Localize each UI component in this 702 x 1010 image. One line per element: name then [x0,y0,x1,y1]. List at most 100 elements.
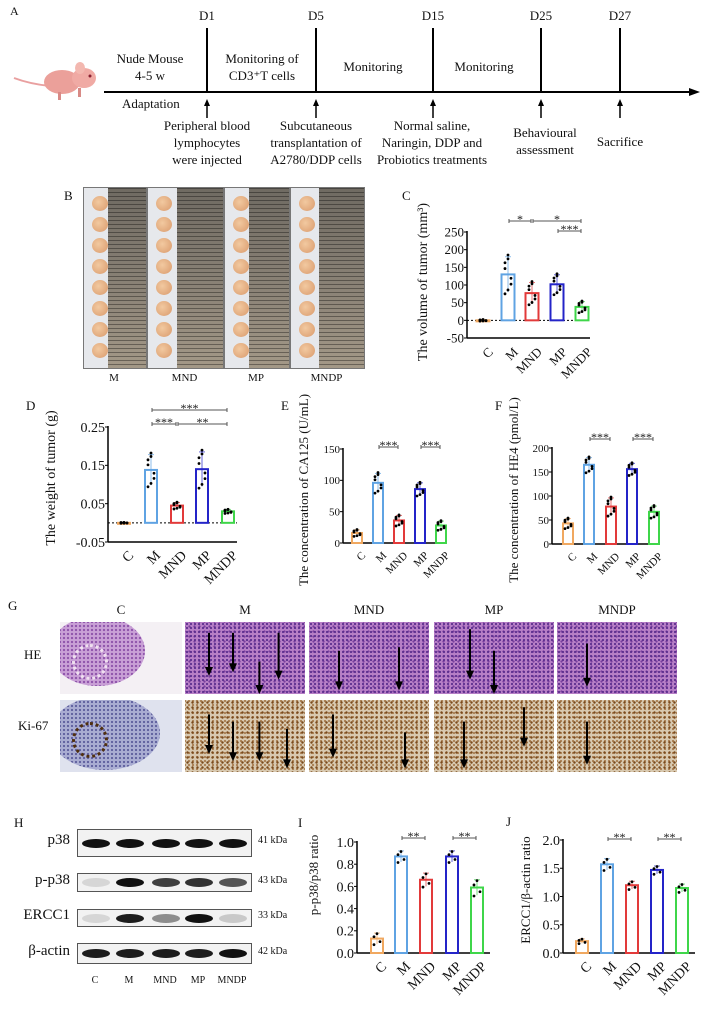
lane-label: MND [153,975,177,986]
data-point [630,461,634,465]
tumor-specimen [233,259,249,274]
protein-band [219,878,247,887]
tumor-specimen [299,322,315,337]
arrowhead-icon [490,685,498,694]
molecular-weight-label: 33 kDa [258,910,288,921]
data-point [373,478,377,482]
protein-band [185,838,213,848]
ki67-stain-image [309,700,429,772]
timeline-diagram: D1 Peripheral blood lymphocytes were inject… [13,8,700,167]
y-tick-label: 100 [324,475,341,487]
ki67-stain-image [557,700,677,772]
data-point [652,872,656,876]
histology-column-label: MNDP [598,602,636,617]
cd3-line-2: CD3⁺T cells [228,68,296,83]
significance-label: *** [634,430,652,444]
y-tick-label: 200 [445,242,465,257]
y-tick-label: 200 [533,443,550,455]
data-point [605,857,609,861]
protein-band [219,949,247,958]
data-point [402,858,406,861]
event-text: Peripheral blood [164,118,251,133]
x-tick-label: MND [156,548,190,582]
data-point [472,894,476,898]
event-text: lymphocytes [174,135,240,150]
data-point [608,866,612,869]
data-point [229,510,233,514]
y-tick-label: -50 [447,331,464,346]
ruler-image [249,188,289,368]
data-point [584,461,588,464]
monitoring-text-1: Monitoring [343,59,403,74]
x-tick-label: M [374,550,390,566]
timeline-arrowhead-icon [689,88,700,96]
arrowhead-icon [255,685,264,694]
bar-mp [650,868,664,955]
data-point [200,452,204,456]
data-point [119,521,123,524]
protein-band [116,838,144,848]
arrowhead-icon [335,681,343,691]
significance-label: *** [155,415,173,429]
significance-label: ** [459,829,471,843]
data-point [569,523,573,526]
arrowhead-icon [466,670,474,680]
x-tick-label: MND [513,344,545,376]
data-point [172,502,176,505]
data-point [590,464,594,468]
arrowhead-icon [205,667,213,676]
tumor-specimen [233,322,249,337]
data-point [652,867,656,871]
data-point [606,499,610,503]
chart-d: -0.05 0.05 0.15 0.25 The weight of tumor (g)… [44,401,241,588]
event-text: Probiotics treatments [377,152,487,167]
data-point [397,523,401,527]
he-stain-image [185,622,305,694]
data-point [172,507,176,511]
event-text: A2780/DDP cells [270,152,362,167]
data-point [555,274,559,278]
arrowhead-icon [229,752,237,762]
tumor-specimen [299,217,315,232]
data-point [478,890,482,894]
data-point [442,525,446,528]
data-point [583,940,587,944]
panel-label-j: J [506,814,512,829]
data-point [200,482,204,486]
follicle [72,644,108,680]
data-point [376,471,380,474]
mouse-line-2: 4-5 w [135,68,165,83]
he-stain-image [557,622,677,694]
data-point [376,473,380,476]
data-point [394,524,398,528]
data-point [149,482,153,485]
data-point [376,489,380,493]
event-text: transplantation of [270,135,362,150]
data-point [587,469,591,473]
data-point [223,512,227,515]
protein-band [82,878,110,887]
data-point [379,483,383,487]
data-point [415,494,419,498]
y-tick-label: 0.5 [543,919,561,934]
tumor-specimen [92,343,108,358]
histology-column-label: MND [353,602,385,617]
data-point [223,508,227,512]
arrowhead-icon [583,677,591,687]
data-point [612,509,616,513]
x-tick-label: MND [384,550,411,577]
data-point [630,880,634,884]
protein-label: p-p38 [35,871,70,888]
data-point [677,890,681,894]
arrowhead-icon [395,681,403,691]
lane-label: MNDP [217,975,247,986]
y-tick-label: 1.0 [337,836,355,851]
panel-label-b: B [64,188,73,203]
tumor-specimen [156,259,172,274]
data-point [439,519,443,523]
protein-band [219,913,247,923]
y-tick-label: 2.0 [543,834,561,849]
data-point [418,493,422,497]
